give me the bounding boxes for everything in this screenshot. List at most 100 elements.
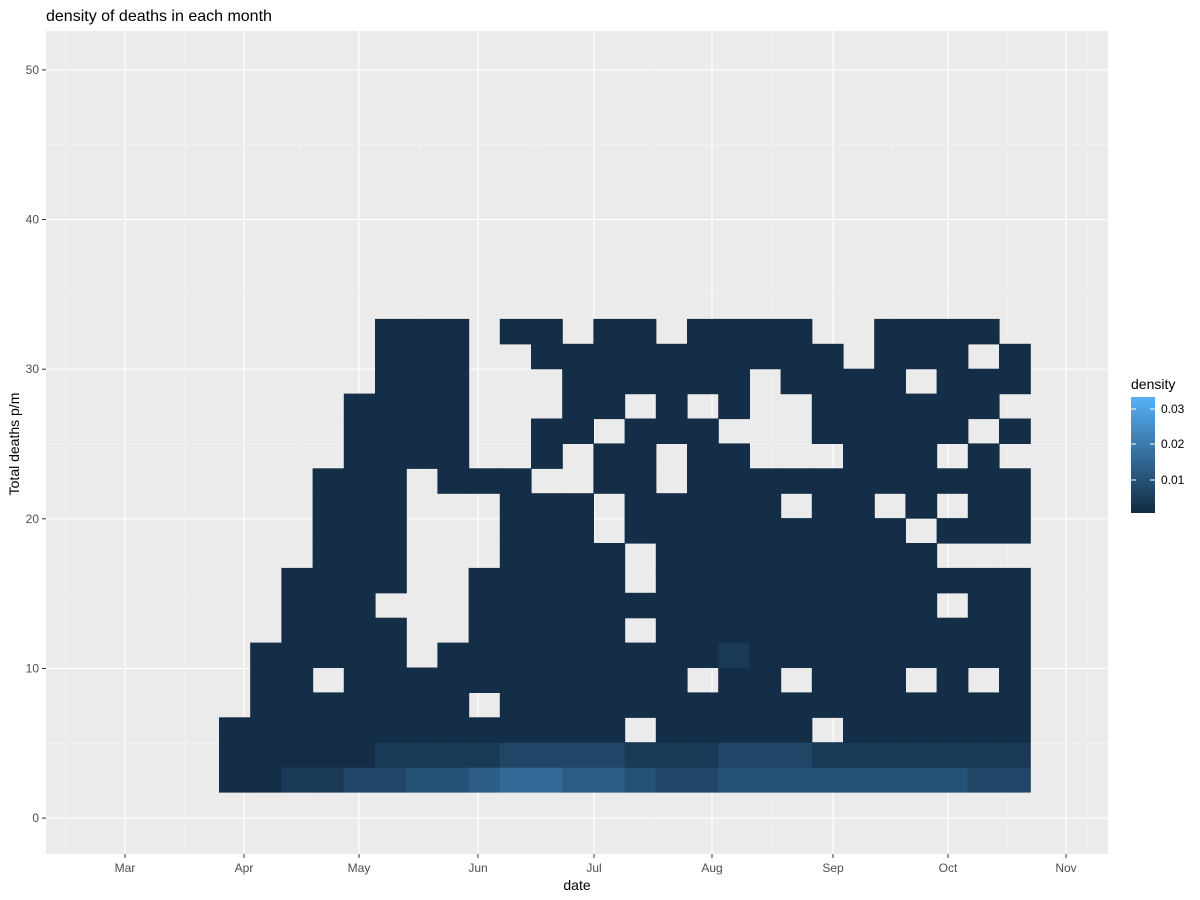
heatmap-cell (780, 368, 813, 395)
heatmap-cell (281, 592, 314, 619)
heatmap-cell (811, 567, 844, 594)
heatmap-cell (874, 717, 906, 743)
heatmap-cell (749, 318, 782, 345)
y-tick-label: 10 (26, 661, 40, 675)
heatmap-cell (687, 617, 719, 644)
heatmap-cell (999, 493, 1031, 519)
heatmap-cell (718, 617, 750, 644)
heatmap-cell (375, 418, 407, 444)
heatmap-cell (967, 767, 1000, 793)
heatmap-cell (843, 642, 875, 669)
heatmap-cell (905, 767, 938, 793)
heatmap-cell (999, 767, 1031, 793)
heatmap-cell (562, 717, 594, 743)
heatmap-cell (312, 592, 345, 619)
heatmap-cell (406, 443, 438, 469)
heatmap-cell (687, 543, 719, 569)
heatmap-cell (406, 318, 438, 345)
heatmap-cell (718, 742, 750, 768)
heatmap-cell (811, 592, 844, 619)
heatmap-cell (562, 742, 594, 768)
heatmap-cell (624, 418, 657, 444)
heatmap-cell (562, 393, 594, 420)
heatmap-cell (780, 318, 813, 345)
heatmap-cell (718, 717, 750, 743)
heatmap-cell (811, 642, 844, 669)
heatmap-cell (843, 443, 875, 469)
heatmap-cell (624, 318, 657, 345)
heatmap-cell (343, 592, 376, 619)
heatmap-cell (562, 642, 594, 669)
heatmap-cell (375, 443, 407, 469)
heatmap-cell (593, 592, 626, 619)
heatmap-cell (811, 742, 844, 768)
heatmap-cell (718, 468, 750, 494)
heatmap-cell (843, 592, 875, 619)
heatmap-cell (936, 567, 969, 594)
heatmap-cell (343, 443, 376, 469)
heatmap-cell (999, 368, 1031, 395)
heatmap-cell (999, 592, 1031, 619)
heatmap-cell (250, 667, 282, 693)
heatmap-cell (967, 318, 1000, 345)
heatmap-cell (999, 343, 1031, 370)
heatmap-cell (874, 742, 906, 768)
heatmap-cell (531, 443, 563, 469)
heatmap-cell (375, 393, 407, 420)
heatmap-cell (468, 592, 501, 619)
heatmap-cell (624, 767, 657, 793)
heatmap-cell (967, 393, 1000, 420)
heatmap-cell (843, 692, 875, 718)
heatmap-cell (843, 667, 875, 693)
heatmap-cell (375, 468, 407, 494)
heatmap-cell (312, 493, 345, 519)
heatmap-cell (811, 518, 844, 544)
heatmap-cell (593, 567, 626, 594)
heatmap-cell (936, 642, 969, 669)
heatmap-cell (749, 617, 782, 644)
heatmap-cell (905, 468, 938, 494)
heatmap-cell (687, 368, 719, 395)
heatmap-cell (718, 318, 750, 345)
heatmap-cell (655, 418, 688, 444)
heatmap-cell (281, 717, 314, 743)
heatmap-cell (624, 468, 657, 494)
heatmap-cell (219, 717, 251, 743)
heatmap-cell (375, 493, 407, 519)
heatmap-cell (780, 717, 813, 743)
heatmap-cell (749, 468, 782, 494)
heatmap-cell (406, 343, 438, 370)
heatmap-cell (655, 368, 688, 395)
heatmap-cell (437, 742, 470, 768)
heatmap-cell (468, 717, 501, 743)
heatmap-cell (749, 642, 782, 669)
heatmap-cell (999, 642, 1031, 669)
heatmap-cell (687, 318, 719, 345)
heatmap-cell (562, 617, 594, 644)
heatmap-cell (499, 717, 532, 743)
heatmap-cell (406, 742, 438, 768)
heatmap-cell (437, 717, 470, 743)
heatmap-cell (437, 393, 470, 420)
heatmap-cell (905, 493, 938, 519)
heatmap-cell (624, 368, 657, 395)
heatmap-cell (531, 418, 563, 444)
heatmap-cell (811, 667, 844, 693)
heatmap-cell (718, 692, 750, 718)
heatmap-cell (375, 368, 407, 395)
heatmap-cell (281, 742, 314, 768)
heatmap-cell (843, 393, 875, 420)
heatmap-cell (718, 443, 750, 469)
heatmap-cell (219, 767, 251, 793)
heatmap-cell (312, 518, 345, 544)
heatmap-cell (749, 767, 782, 793)
heatmap-cell (593, 443, 626, 469)
heatmap-cell (281, 667, 314, 693)
heatmap-cell (999, 742, 1031, 768)
x-tick-label: Sep (822, 861, 844, 875)
heatmap-cell (624, 443, 657, 469)
heatmap-cell (905, 617, 938, 644)
heatmap-cell (687, 717, 719, 743)
heatmap-cell (811, 418, 844, 444)
